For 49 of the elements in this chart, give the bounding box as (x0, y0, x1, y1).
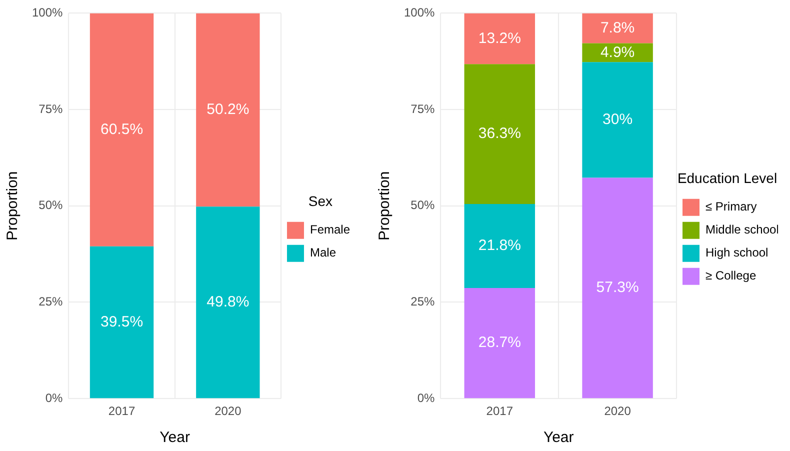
data-label: 39.5% (100, 313, 144, 330)
y-tick-label: 75% (410, 102, 436, 116)
bar (582, 62, 653, 178)
bar (196, 206, 260, 398)
data-label: 50.2% (206, 101, 250, 118)
x-tick-label: 2020 (214, 404, 242, 418)
y-tick-label: 0% (417, 390, 436, 405)
bar (582, 178, 653, 398)
y-tick-label: 25% (410, 294, 436, 309)
data-label: 21.8% (478, 237, 521, 254)
y-tick-label: 100% (404, 6, 436, 20)
x-axis-title: Year (543, 429, 574, 446)
legend-label: Middle school (706, 222, 779, 237)
y-axis-title: Proportion (4, 171, 22, 241)
legend-label: High school (706, 246, 768, 260)
bar (464, 64, 536, 204)
y-tick-label: 0% (45, 390, 64, 405)
x-tick-label: 2020 (604, 404, 632, 418)
bar (582, 13, 653, 44)
bar (196, 13, 260, 207)
legend-label: ≤ Primary (706, 200, 757, 214)
data-label: 49.8% (206, 294, 250, 311)
y-tick-label: 50% (410, 198, 436, 212)
legend-label: Female (310, 222, 350, 237)
legend-label: Male (310, 246, 336, 260)
y-tick-label: 25% (38, 294, 64, 309)
bar (90, 13, 154, 246)
bar (90, 246, 154, 398)
y-axis-title: Proportion (376, 171, 394, 241)
data-label: 13.2% (478, 30, 521, 47)
data-label: 4.9% (600, 44, 635, 61)
y-tick-label: 100% (32, 6, 64, 20)
y-tick-label: 50% (38, 198, 64, 212)
data-label: 30% (602, 111, 633, 128)
data-label: 60.5% (100, 120, 144, 138)
legend-label: ≥ College (706, 268, 756, 283)
bar (464, 204, 536, 288)
x-tick-label: 2017 (108, 404, 136, 418)
bar (464, 13, 536, 64)
x-axis-title: Year (160, 429, 190, 446)
y-tick-label: 75% (38, 102, 64, 116)
data-label: 28.7% (478, 334, 521, 352)
bar (464, 288, 536, 398)
data-label: 57.3% (596, 279, 639, 296)
legend-title: Education Level (677, 170, 778, 186)
x-tick-label: 2017 (486, 404, 514, 418)
data-label: 36.3% (478, 125, 521, 142)
legend-title: Sex (308, 192, 333, 209)
data-label: 7.8% (600, 19, 635, 36)
